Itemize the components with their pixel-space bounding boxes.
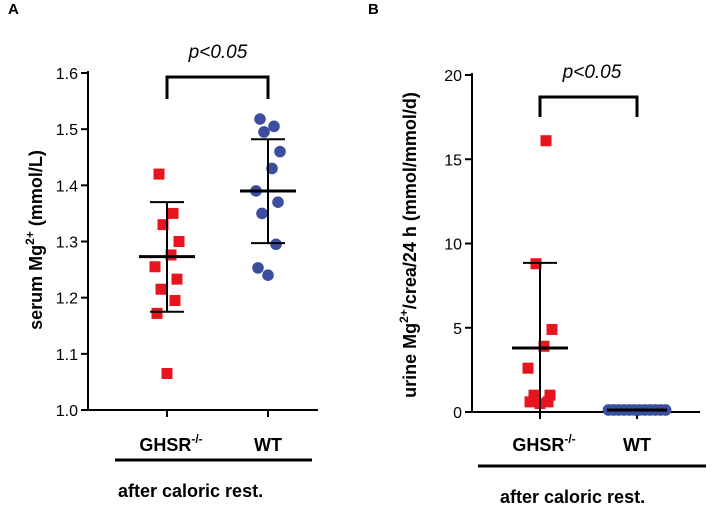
- panel-letter: A: [8, 1, 19, 18]
- data-point-circle: [262, 269, 274, 282]
- data-point-square: [173, 236, 185, 247]
- data-point-square: [538, 340, 550, 352]
- y-tick-label: 1.4: [56, 178, 78, 195]
- y-tick-label: 1.0: [56, 403, 78, 420]
- panel-a: A 1.0 1.1 1.2 1.3 1.4 1.5 1.6 serum Mg2+ (mmol/L…: [8, 1, 318, 501]
- y-tick-label: 15: [444, 152, 462, 169]
- data-point-square: [151, 307, 163, 319]
- data-point-square: [542, 396, 554, 408]
- data-point-square: [171, 273, 183, 285]
- x-category-label: WT: [254, 435, 282, 455]
- condition-label: after caloric rest.: [118, 481, 263, 501]
- y-axis-title: urine Mg2+/crea/24 h (mmol/mmol/d): [397, 92, 420, 398]
- y-tick-label: 1.3: [56, 235, 78, 252]
- y-tick-label: 20: [444, 68, 462, 85]
- data-point-circle: [272, 196, 284, 208]
- y-tick-label: 0: [453, 405, 462, 422]
- data-point-circle: [274, 145, 286, 158]
- y-tick-label: 10: [444, 237, 462, 254]
- data-point-circle: [252, 262, 264, 274]
- y-tick-label: 1.1: [56, 347, 78, 364]
- data-point-square: [157, 219, 169, 231]
- data-point-square: [165, 249, 177, 261]
- data-point-circle: [268, 120, 280, 133]
- data-point-square: [167, 207, 179, 219]
- significance-bracket: [165, 75, 270, 99]
- condition-label: after caloric rest.: [500, 487, 645, 507]
- data-point-circle: [254, 113, 266, 125]
- data-point-square: [540, 135, 552, 147]
- data-point-square: [161, 367, 173, 379]
- y-tick-label: 1.5: [56, 122, 78, 139]
- panel-letter: B: [368, 1, 379, 18]
- data-point-square: [524, 396, 536, 408]
- data-point-circle: [256, 207, 268, 220]
- y-axis-title: serum Mg2+ (mmol/L): [23, 150, 46, 330]
- y-tick-label: 5: [453, 321, 462, 338]
- data-point-circle: [270, 238, 282, 251]
- data-point-square: [522, 362, 534, 374]
- x-category-label: GHSR-/-: [512, 432, 575, 455]
- significance-bracket: [538, 95, 639, 117]
- significance-label: p<0.05: [188, 42, 248, 63]
- data-point-square: [149, 261, 161, 273]
- data-point-square: [546, 323, 558, 335]
- significance-label: p<0.05: [562, 62, 622, 83]
- data-point-square: [544, 389, 556, 401]
- data-point-square: [155, 283, 167, 295]
- x-category-label: WT: [623, 435, 651, 455]
- data-point-square: [169, 294, 181, 306]
- data-point-circle: [258, 126, 270, 138]
- data-point-square: [528, 389, 540, 401]
- x-category-label: GHSR-/-: [139, 432, 202, 455]
- y-tick-label: 1.6: [56, 66, 78, 83]
- data-point-square: [153, 168, 165, 180]
- y-tick-label: 1.2: [56, 291, 78, 308]
- data-point-circle: [266, 162, 278, 175]
- panel-b: B 0 5 10 15 20 urine Mg2+/crea/24 h (mmol/mmol…: [368, 1, 706, 507]
